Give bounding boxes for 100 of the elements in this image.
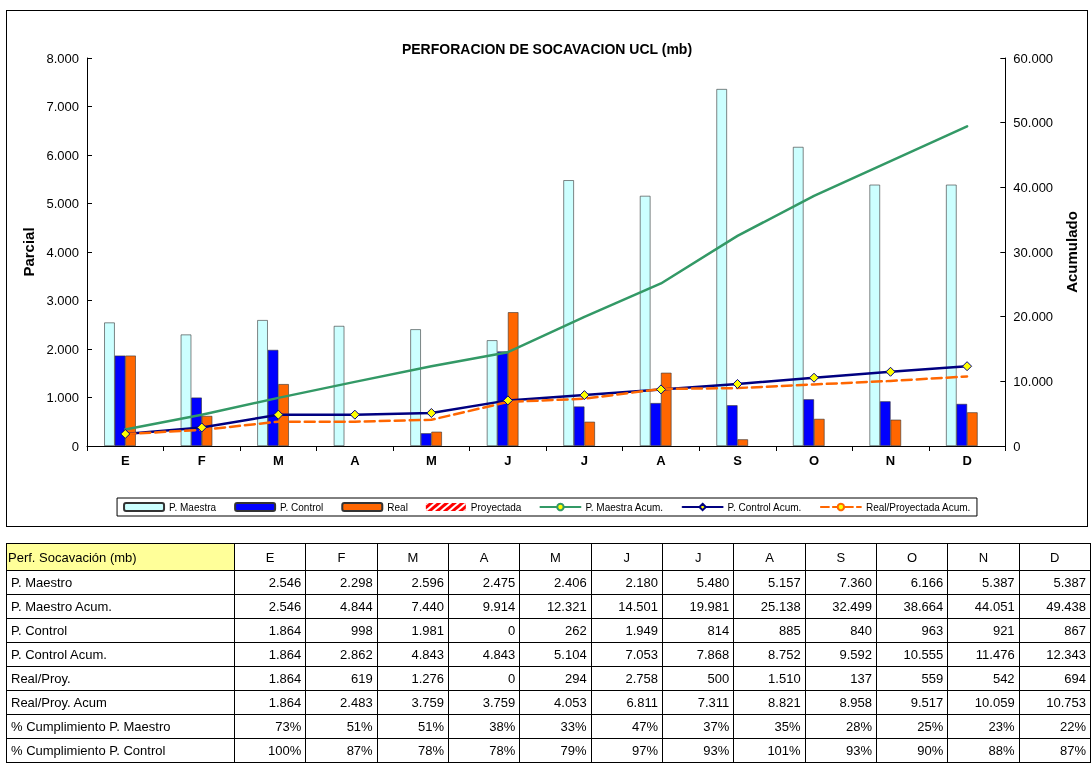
point [273,409,284,420]
data-label: 559 [876,666,948,691]
y-tick-label: 2.000 [46,341,79,357]
data-label: 7.868 [662,642,734,667]
data-label: 2.180 [591,570,663,595]
data-label: 921 [947,618,1020,643]
x-tick-label: D [962,453,972,468]
category-label: O [876,543,948,571]
data-label: 998 [305,618,378,643]
data-label: 2.483 [305,690,378,715]
data-label: 1.949 [591,618,663,643]
data-label: 9.517 [876,690,948,715]
data-label: 4.053 [519,690,592,715]
y-tick-label: 0 [71,438,79,454]
data-label: 5.387 [1019,570,1091,595]
point [426,407,437,418]
data-label: 6.166 [876,570,948,595]
data-label: 6.811 [591,690,663,715]
data-label: 1.864 [234,666,306,691]
data-label: 2.546 [234,570,306,595]
y2-tick-label: 30.000 [1013,244,1054,260]
data-label: 1.864 [234,642,306,667]
y2-axis-title: Acumulado [1063,211,1080,293]
category-label: J [591,543,663,571]
y-tick-label: 5.000 [46,196,79,211]
text: Perf. Socavación (mb) [6,543,235,571]
data-label: 49.438 [1019,594,1091,619]
category-label: S [805,543,877,571]
y2-tick-label: 0 [1013,438,1021,454]
data-label: 8.958 [805,690,877,715]
data-label: 28% [805,714,877,739]
data-label: 79% [519,738,592,763]
data-label: 5.157 [733,570,806,595]
data-label: 47% [591,714,663,739]
category-label: M [377,543,449,571]
legend-label: Proyectada [470,501,522,513]
data-label: 93% [662,738,734,763]
data-label: 2.298 [305,570,378,595]
text: Real/Proy. [6,666,235,691]
chart-title: PERFORACION DE SOCAVACION UCL (mb) [401,41,693,57]
y-tick-label: 4.000 [46,244,79,260]
data-label: 619 [305,666,378,691]
data-label: 2.862 [305,642,378,667]
data-label: 500 [662,666,734,691]
y-tick-label: 3.000 [46,293,79,308]
data-label: 12.321 [519,594,592,619]
category-label: N [947,543,1020,571]
data-label: 262 [519,618,592,643]
data-label: 8.821 [733,690,806,715]
category-label: E [234,543,306,571]
data-label: 19.981 [662,594,734,619]
data-label: 137 [805,666,877,691]
data-label: 1.864 [234,618,306,643]
bar [333,325,345,446]
data-label: 44.051 [947,594,1020,619]
data-label: 23% [947,714,1020,739]
point [349,409,360,420]
data-label: 101% [733,738,806,763]
y-tick-label: 8.000 [46,50,79,66]
data-label: 38% [448,714,520,739]
data-label: 7.311 [662,690,734,715]
x-tick-label: S [733,453,743,468]
data-label: 87% [305,738,378,763]
x-tick-label: M [425,453,437,468]
data-label: 963 [876,618,948,643]
data-label: 35% [733,714,806,739]
legend-label: P. Maestra Acum. [585,501,664,513]
point [885,366,896,377]
data-label: 78% [448,738,520,763]
y-axis-title: Parcial [19,227,37,277]
point [962,361,973,372]
data-label: 7.053 [591,642,663,667]
data-label: 78% [377,738,449,763]
data-label: 694 [1019,666,1091,691]
data-label: 1.864 [234,690,306,715]
data-label: 840 [805,618,877,643]
category-label: F [305,543,378,571]
x-tick-label: A [350,453,361,468]
y2-tick-label: 50.000 [1013,115,1054,131]
point [502,395,513,406]
text: Real/Proy. Acum [6,690,235,715]
point [809,372,820,383]
point [120,428,131,439]
x-tick-label: F [197,453,206,468]
data-label: 3.759 [377,690,449,715]
data-label: 2.475 [448,570,520,595]
data-label: 2.406 [519,570,592,595]
x-tick-label: E [120,453,130,468]
point [579,390,590,401]
data-label: 7.440 [377,594,449,619]
data-label: 5.104 [519,642,592,667]
data-label: 22% [1019,714,1091,739]
data-label: 11.476 [947,642,1020,667]
data-label: 32.499 [805,594,877,619]
data-label: 38.664 [876,594,948,619]
legend-label: Real [387,501,408,513]
data-label: 90% [876,738,948,763]
data-label: 37% [662,714,734,739]
point [732,378,743,389]
y-tick-label: 1.000 [46,390,79,405]
